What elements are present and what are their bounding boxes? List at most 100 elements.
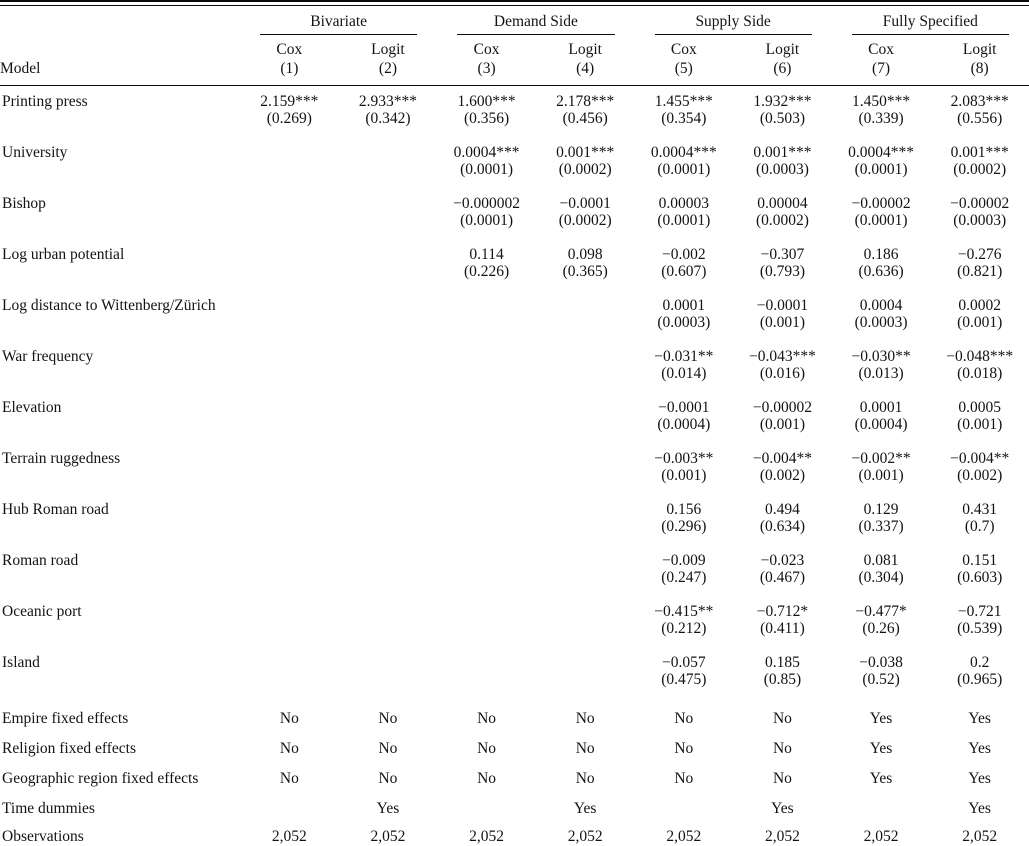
- estimate-cell: [339, 195, 438, 246]
- standard-error: (0.018): [957, 364, 1003, 382]
- coefficient-value: −0.003**: [654, 449, 714, 467]
- coefficient-value: 0.0002: [958, 296, 1001, 314]
- row-label: Printing press: [2, 92, 88, 110]
- standard-error: (0.26): [862, 619, 900, 637]
- summary-cell: No: [772, 739, 792, 757]
- coefficient-value: 0.0004***: [453, 143, 520, 161]
- estimate-cell: −0.031** (0.014): [635, 348, 734, 399]
- variable-row: Log urban potential 0.114 (0.226) 0.098 (0.3…: [0, 246, 1029, 297]
- coefficient-value: 2.933***: [358, 92, 418, 110]
- estimate-cell: 2.933*** (0.342): [339, 85, 438, 144]
- summary-cell: 2,052: [962, 828, 998, 846]
- model-label: Model: [0, 34, 241, 86]
- standard-error: (0.0001): [460, 211, 514, 229]
- row-label: Empire fixed effects: [2, 709, 129, 727]
- estimate-cell: −0.002** (0.001): [832, 450, 931, 501]
- table-body: Printing press 2.159*** (0.269) 2.933*** (0.…: [0, 85, 1029, 846]
- coefficient-value: −0.048***: [946, 347, 1014, 365]
- estimate-cell: −0.057 (0.475): [635, 654, 734, 705]
- summary-cell: 2,052: [469, 828, 504, 846]
- coefficient-value: −0.002: [661, 245, 706, 263]
- estimate-cell: [339, 399, 438, 450]
- summary-row: Geographic region fixed effects No No No No N…: [0, 765, 1029, 795]
- estimate-cell: [240, 246, 339, 297]
- coefficient-value: −0.0001: [756, 296, 809, 314]
- row-label: Time dummies: [2, 799, 95, 817]
- group-label: Demand Side: [493, 13, 578, 30]
- estimate-cell: −0.00002 (0.0001): [832, 195, 931, 246]
- standard-error: (0.001): [957, 313, 1003, 331]
- coefficient-value: 0.0004: [859, 296, 903, 314]
- row-label: University: [2, 143, 68, 161]
- estimate-cell: −0.0001 (0.0002): [536, 195, 635, 246]
- variable-row: University 0.0004*** (0.0001) 0.001*** (0.00…: [0, 144, 1029, 195]
- coefficient-value: 0.129: [863, 500, 899, 518]
- summary-cell: 2,052: [764, 828, 800, 846]
- coefficient-value: −0.023: [760, 551, 805, 569]
- coefficient-value: 2.178***: [556, 92, 615, 110]
- summary-cell: No: [477, 739, 497, 757]
- summary-row: Religion fixed effects No No No No No No Yes Yes: [0, 735, 1029, 765]
- variable-row: Terrain ruggedness −0.003** (0.001) −0.004*…: [0, 450, 1029, 501]
- variable-row: Bishop −0.000002 (0.0001) −0.0001 (0.0002) 0.…: [0, 195, 1029, 246]
- column-header-5: Cox (5): [634, 34, 734, 86]
- coefficient-value: −0.477*: [855, 602, 907, 620]
- estimate-cell: [437, 450, 536, 501]
- estimate-cell: [339, 552, 438, 603]
- standard-error: (0.342): [365, 109, 411, 127]
- standard-error: (0.0003): [854, 313, 908, 331]
- estimate-cell: 0.186 (0.636): [832, 246, 931, 297]
- estimate-cell: 0.00003 (0.0001): [635, 195, 734, 246]
- estimate-cell: 0.494 (0.634): [733, 501, 832, 552]
- estimator-name: Logit: [765, 40, 800, 58]
- summary-cell: 2,052: [370, 828, 406, 846]
- coefficient-value: −0.00002: [851, 194, 911, 212]
- summary-cell: No: [378, 739, 398, 757]
- coefficient-value: 0.494: [764, 500, 800, 518]
- column-header-1: Cox (1): [240, 34, 339, 86]
- estimator-name: Logit: [962, 40, 997, 58]
- estimate-cell: [437, 552, 536, 603]
- estimate-cell: −0.00002 (0.001): [733, 399, 832, 450]
- group-header-demand-side: Demand Side: [437, 6, 634, 35]
- coefficient-value: 0.0005: [958, 398, 1001, 416]
- standard-error: (0.0002): [558, 211, 612, 229]
- estimate-cell: −0.043*** (0.016): [733, 348, 832, 399]
- estimate-cell: 2.178*** (0.456): [536, 85, 635, 144]
- standard-error: (0.0001): [657, 211, 711, 229]
- estimate-cell: 0.001*** (0.0002): [536, 144, 635, 195]
- group-label: Supply Side: [695, 13, 771, 30]
- summary-cell: No: [674, 709, 694, 727]
- summary-row: Empire fixed effects No No No No No No Yes Yes: [0, 705, 1029, 735]
- summary-cell: No: [279, 769, 299, 787]
- estimate-cell: [536, 654, 635, 705]
- coefficient-value: 2.083***: [950, 92, 1009, 110]
- row-label: Geographic region fixed effects: [2, 769, 199, 787]
- estimate-cell: −0.004** (0.002): [930, 450, 1029, 501]
- estimate-cell: 2.083*** (0.556): [930, 85, 1029, 144]
- coefficient-value: 1.450***: [851, 92, 911, 110]
- estimate-cell: 0.129 (0.337): [832, 501, 931, 552]
- standard-error: (0.0002): [755, 211, 809, 229]
- estimate-cell: [339, 297, 438, 348]
- standard-error: (0.0001): [854, 211, 908, 229]
- standard-error: (0.354): [661, 109, 707, 127]
- estimate-cell: 0.0002 (0.001): [930, 297, 1029, 348]
- estimate-cell: −0.048*** (0.018): [930, 348, 1029, 399]
- estimator-name: Cox: [276, 40, 303, 58]
- estimator-name: Cox: [868, 40, 894, 58]
- coefficient-value: 0.0001: [662, 296, 706, 314]
- summary-cell: [240, 795, 339, 825]
- estimate-cell: [240, 399, 339, 450]
- estimate-cell: 0.0001 (0.0004): [832, 399, 931, 450]
- estimate-cell: [437, 399, 536, 450]
- coefficient-value: −0.307: [760, 245, 805, 263]
- standard-error: (0.016): [759, 364, 806, 382]
- variable-row: Island −0.057 (0.475) 0.185 (0.85) −0.038 (0.5…: [0, 654, 1029, 705]
- standard-error: (0.0002): [558, 160, 612, 178]
- estimate-cell: [240, 195, 339, 246]
- standard-error: (0.304): [858, 568, 904, 586]
- estimate-cell: 0.2 (0.965): [930, 654, 1029, 705]
- estimate-cell: −0.0001 (0.0004): [635, 399, 734, 450]
- standard-error: (0.0001): [854, 160, 908, 178]
